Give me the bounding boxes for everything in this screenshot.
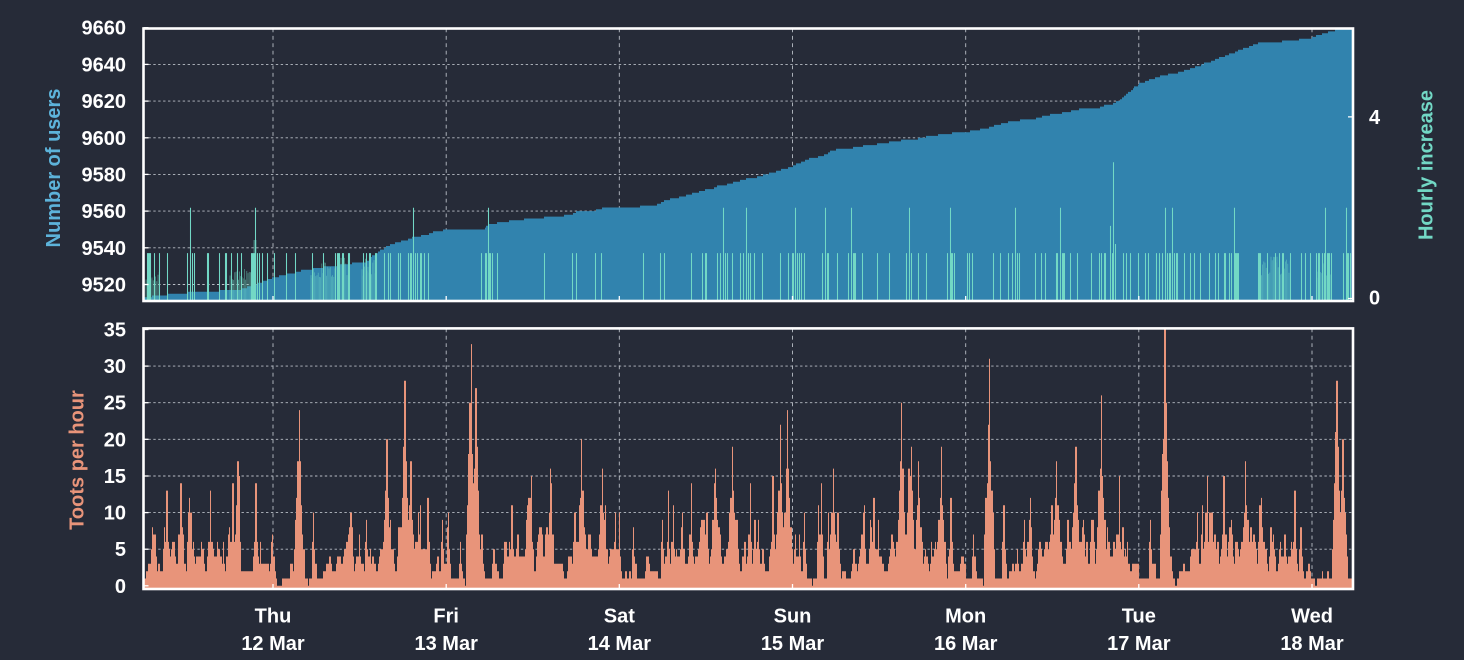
svg-text:Sun: Sun bbox=[774, 606, 812, 628]
svg-text:9540: 9540 bbox=[82, 238, 127, 260]
svg-text:25: 25 bbox=[104, 393, 126, 415]
svg-text:35: 35 bbox=[104, 320, 126, 342]
svg-text:10: 10 bbox=[104, 503, 126, 525]
svg-text:16 Mar: 16 Mar bbox=[934, 633, 998, 655]
svg-text:5: 5 bbox=[115, 539, 126, 561]
svg-text:13 Mar: 13 Mar bbox=[415, 633, 479, 655]
svg-text:12 Mar: 12 Mar bbox=[241, 633, 305, 655]
svg-text:Fri: Fri bbox=[433, 606, 459, 628]
svg-text:9640: 9640 bbox=[82, 54, 127, 76]
svg-text:17 Mar: 17 Mar bbox=[1107, 633, 1171, 655]
svg-text:Toots per hour: Toots per hour bbox=[67, 390, 89, 530]
svg-text:9620: 9620 bbox=[82, 91, 127, 113]
svg-text:14 Mar: 14 Mar bbox=[588, 633, 652, 655]
svg-text:4: 4 bbox=[1369, 107, 1381, 129]
svg-text:30: 30 bbox=[104, 356, 126, 378]
svg-text:0: 0 bbox=[115, 576, 126, 598]
svg-text:20: 20 bbox=[104, 429, 126, 451]
svg-text:15 Mar: 15 Mar bbox=[761, 633, 825, 655]
svg-text:9600: 9600 bbox=[82, 128, 127, 150]
svg-text:Hourly increase: Hourly increase bbox=[1416, 90, 1438, 240]
svg-text:Thu: Thu bbox=[255, 606, 292, 628]
svg-text:18 Mar: 18 Mar bbox=[1280, 633, 1344, 655]
svg-text:15: 15 bbox=[104, 466, 126, 488]
svg-text:Sat: Sat bbox=[604, 606, 635, 628]
svg-text:9520: 9520 bbox=[82, 275, 127, 297]
svg-text:9660: 9660 bbox=[82, 18, 127, 40]
svg-text:9560: 9560 bbox=[82, 201, 127, 223]
svg-text:Mon: Mon bbox=[945, 606, 986, 628]
svg-text:9580: 9580 bbox=[82, 164, 127, 186]
svg-text:Tue: Tue bbox=[1122, 606, 1156, 628]
svg-text:Wed: Wed bbox=[1291, 606, 1333, 628]
svg-text:0: 0 bbox=[1369, 288, 1380, 310]
svg-text:Number of users: Number of users bbox=[43, 89, 65, 248]
